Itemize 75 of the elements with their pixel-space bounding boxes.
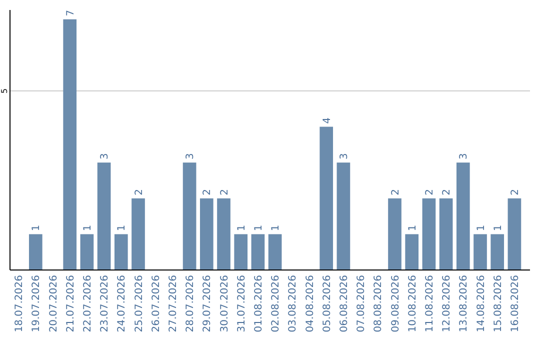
data-label: 1: [116, 224, 128, 232]
x-tick-label: 05.08.2026: [322, 275, 333, 332]
x-tick-label: 31.07.2026: [236, 275, 248, 332]
data-label: 1: [82, 224, 94, 232]
data-label: 1: [492, 224, 504, 232]
x-tick-label: 10.08.2026: [407, 275, 418, 332]
x-tick-label: 08.08.2026: [373, 275, 384, 332]
data-label: 7: [65, 10, 76, 16]
x-tick-label: 27.07.2026: [168, 275, 179, 332]
bar: [114, 234, 128, 270]
bar: [405, 234, 419, 270]
bar: [132, 198, 145, 270]
bar: [217, 198, 230, 270]
bar: [28, 234, 42, 270]
bar: [422, 198, 436, 270]
x-tick-label: 28.07.2026: [185, 275, 196, 332]
x-tick-label: 11.08.2026: [424, 275, 436, 332]
data-label: 3: [185, 153, 196, 160]
data-label: 2: [442, 189, 453, 196]
x-tick-label: 25.07.2026: [134, 275, 145, 332]
x-tick-label: 02.08.2026: [270, 275, 282, 332]
x-tick-label: 13.08.2026: [458, 275, 470, 332]
bar: [251, 234, 265, 270]
bar: [97, 162, 111, 270]
bar: [456, 162, 470, 270]
x-tick-label: 22.07.2026: [82, 275, 94, 332]
data-label: 2: [390, 189, 402, 196]
x-tick-label: 06.08.2026: [338, 275, 350, 332]
x-tick-label: 03.08.2026: [288, 275, 299, 332]
data-label: 2: [510, 189, 521, 196]
bar: [80, 234, 94, 270]
x-tick-label: 26.07.2026: [150, 275, 162, 332]
bar: [200, 198, 214, 270]
y-tick-label: 5: [0, 88, 9, 94]
x-tick-label: 19.07.2026: [31, 275, 42, 332]
bar: [439, 198, 453, 270]
data-label: 2: [202, 189, 214, 196]
bar: [63, 19, 77, 270]
data-label: 4: [322, 117, 333, 124]
data-label: 2: [424, 189, 436, 196]
data-label: 3: [100, 153, 111, 160]
bar: [474, 234, 487, 270]
data-label: 1: [236, 224, 248, 232]
bar: [182, 162, 196, 270]
x-tick-label: 04.08.2026: [304, 275, 316, 332]
data-label: 3: [458, 153, 470, 160]
x-tick-label: 16.08.2026: [510, 275, 521, 332]
x-tick-label: 18.07.2026: [14, 275, 26, 332]
data-label: 1: [270, 224, 282, 232]
data-label: 2: [134, 189, 145, 196]
data-label: 1: [253, 224, 264, 232]
x-tick-label: 29.07.2026: [202, 275, 214, 332]
bar: [508, 198, 522, 270]
bar: [320, 126, 334, 270]
data-label: 1: [476, 224, 487, 232]
bar: [388, 198, 402, 270]
bar: [268, 234, 282, 270]
data-label: 3: [338, 153, 350, 160]
data-label: 1: [31, 224, 42, 232]
data-label: 2: [219, 189, 230, 196]
x-tick-label: 23.07.2026: [100, 275, 111, 332]
data-label: 1: [407, 224, 418, 232]
x-tick-label: 30.07.2026: [219, 275, 230, 332]
x-tick-label: 21.07.2026: [65, 275, 76, 332]
x-tick-label: 09.08.2026: [390, 275, 402, 332]
x-tick-label: 24.07.2026: [116, 275, 128, 332]
bar: [234, 234, 248, 270]
x-tick-label: 14.08.2026: [476, 275, 487, 332]
x-tick-label: 01.08.2026: [253, 275, 264, 332]
bar: [336, 162, 350, 270]
x-tick-label: 20.07.2026: [48, 275, 60, 332]
x-tick-label: 07.08.2026: [356, 275, 368, 332]
x-tick-label: 15.08.2026: [492, 275, 504, 332]
x-tick-label: 12.08.2026: [442, 275, 453, 332]
bar: [490, 234, 504, 270]
